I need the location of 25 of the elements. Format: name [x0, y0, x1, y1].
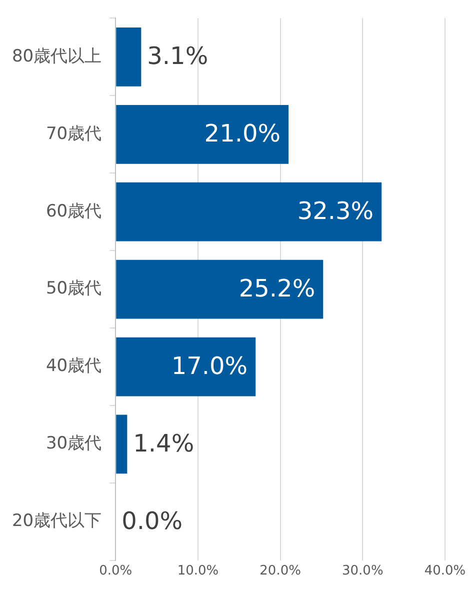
y-tick-label: 30歳代 [46, 434, 102, 454]
bar [116, 260, 324, 319]
x-tick-label: 20.0% [260, 564, 301, 579]
data-label: 17.0% [171, 352, 248, 380]
y-tick-label: 70歳代 [46, 124, 102, 144]
x-tick-label: 0.0% [99, 564, 132, 579]
y-tick-label: 50歳代 [46, 278, 102, 299]
bar [116, 414, 128, 474]
x-tick-label: 40.0% [424, 564, 466, 579]
data-label: 3.1% [147, 42, 208, 70]
bar [116, 337, 256, 396]
data-label: 1.4% [133, 429, 194, 458]
x-tick-label: 30.0% [342, 564, 384, 579]
bar [116, 27, 142, 86]
data-label: 25.2% [238, 274, 316, 303]
y-tick-label: 80歳代以上 [12, 46, 102, 66]
x-tick-label: 10.0% [177, 564, 219, 579]
data-label: 0.0% [122, 506, 183, 535]
y-tick-label: 40歳代 [46, 356, 102, 376]
y-tick-label: 20歳代以下 [12, 511, 102, 532]
y-tick-label: 60歳代 [46, 201, 102, 222]
bar [116, 182, 382, 242]
bar [116, 104, 289, 164]
data-label: 21.0% [204, 120, 281, 148]
data-label: 32.3% [297, 197, 374, 226]
